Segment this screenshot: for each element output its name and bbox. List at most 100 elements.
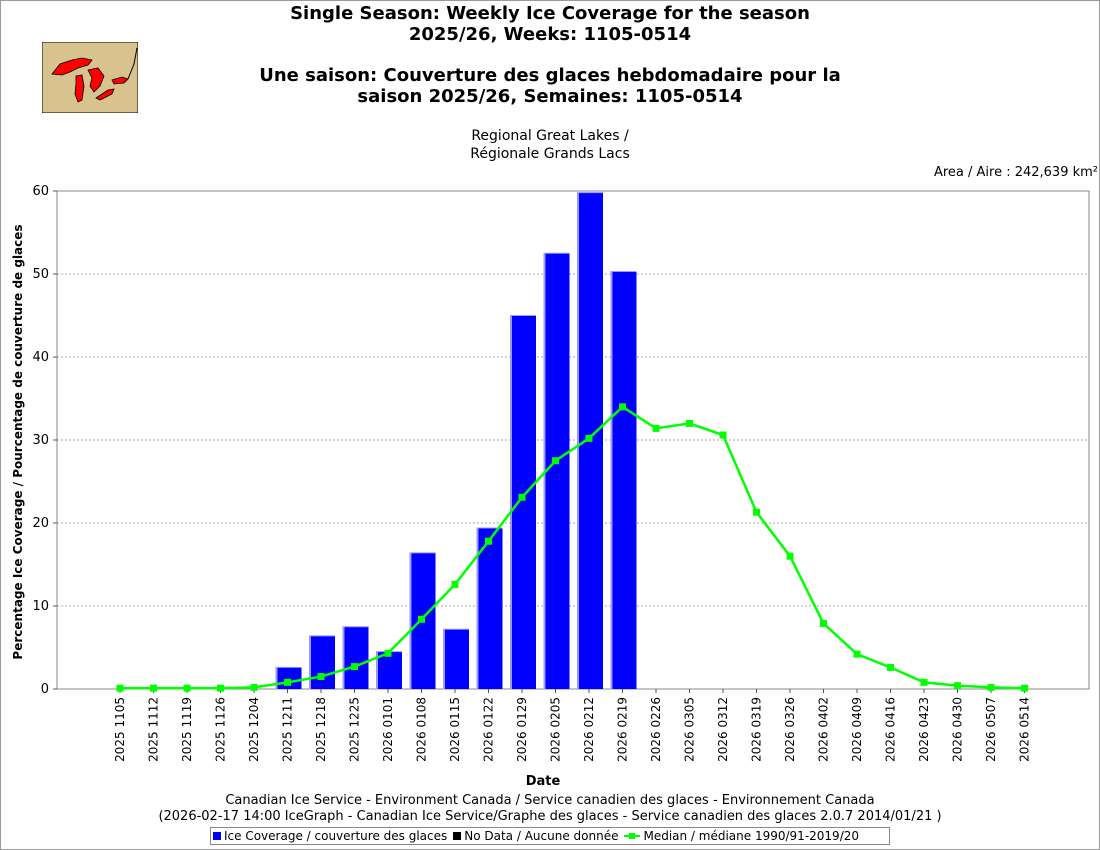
median-line — [120, 405, 1025, 690]
legend-label-ice: Ice Coverage / couverture des glaces — [224, 829, 448, 843]
median-point — [451, 580, 459, 588]
median-point — [116, 684, 124, 692]
ice-bar — [443, 629, 469, 689]
x-tick-label: 2026 0312 — [716, 697, 730, 762]
x-tick-label: 2026 0409 — [850, 697, 864, 762]
x-tick-label: 2026 0122 — [482, 697, 496, 762]
ice-bar — [309, 635, 335, 689]
median-point — [150, 684, 157, 692]
x-tick-label: 2025 1225 — [348, 697, 362, 762]
median-point — [217, 684, 224, 692]
median-point — [250, 683, 258, 691]
legend-item-nodata: No Data / Aucune donnée — [453, 829, 618, 843]
legend-label-nodata: No Data / Aucune donnée — [464, 829, 619, 843]
x-tick-label: 2025 1218 — [314, 697, 328, 762]
y-tick-label: 40 — [32, 350, 49, 365]
x-tick-label: 2025 1204 — [247, 697, 261, 762]
x-tick-label: 2026 0305 — [683, 697, 697, 762]
y-tick-label: 60 — [32, 184, 49, 199]
median-point — [820, 619, 827, 627]
ice-bar — [376, 651, 402, 689]
ice-bar-highlight — [309, 635, 311, 689]
median-point — [652, 424, 660, 432]
median-point — [351, 663, 358, 671]
ice-bar-highlight — [577, 192, 579, 689]
x-tick-label: 2025 1126 — [214, 697, 228, 762]
x-tick-label: 2025 1119 — [180, 697, 194, 762]
region-line1: Regional Great Lakes / — [471, 128, 629, 144]
median-point — [384, 649, 392, 657]
median-point — [954, 682, 961, 690]
x-tick-label: 2026 0212 — [582, 697, 596, 762]
x-tick-label: 2025 1211 — [281, 697, 295, 762]
x-tick-label: 2026 0129 — [515, 697, 529, 762]
median-point — [317, 673, 325, 681]
x-tick-label: 2026 0115 — [448, 697, 462, 762]
ice-bar-highlight — [610, 271, 613, 689]
median-point — [485, 537, 492, 545]
median-point — [552, 457, 559, 465]
median-point — [585, 434, 593, 442]
x-tick-label: 2026 0226 — [649, 697, 663, 762]
x-tick-label: 2026 0108 — [415, 697, 429, 762]
x-tick-label: 2026 0326 — [783, 697, 797, 762]
ice-bar-highlight — [342, 626, 345, 689]
region-line2: Régionale Grands Lacs — [470, 146, 630, 162]
median-point — [183, 684, 191, 692]
median-point — [786, 552, 794, 560]
median-point — [418, 615, 425, 623]
credit-line1: Canadian Ice Service - Environment Canad… — [225, 793, 875, 808]
median-point — [753, 508, 760, 516]
legend-item-ice: Ice Coverage / couverture des glaces — [213, 829, 447, 843]
legend-swatch-ice — [213, 832, 221, 840]
x-tick-label: 2026 0430 — [951, 697, 965, 762]
legend-swatch-nodata — [453, 832, 462, 840]
x-tick-label: 2026 0507 — [984, 697, 998, 762]
ice-bar — [510, 315, 536, 689]
y-axis-title: Percentage Ice Coverage / Pourcentage de… — [11, 224, 25, 659]
title-en-line1: Single Season: Weekly Ice Coverage for t… — [290, 3, 810, 24]
legend-label-median: Median / médiane 1990/91-2019/20 — [643, 829, 859, 843]
median-point — [887, 663, 894, 671]
credit-line2: (2026-02-17 14:00 IceGraph - Canadian Ic… — [158, 809, 942, 824]
y-tick-label: 50 — [32, 267, 49, 282]
x-tick-label: 2025 1105 — [113, 697, 127, 762]
x-axis-title: Date — [526, 774, 561, 789]
area-label: Area / Aire : 242,639 km² — [933, 165, 1098, 180]
median-point — [686, 419, 693, 427]
ice-bar-highlight — [409, 552, 412, 689]
ice-bar — [342, 626, 369, 689]
legend-item-median: Median / médiane 1990/91-2019/20 — [624, 829, 859, 843]
median-point — [518, 493, 526, 501]
title-en-line2: 2025/26, Weeks: 1105-0514 — [408, 24, 692, 45]
median-point — [987, 683, 995, 691]
x-tick-label: 2026 0319 — [750, 697, 764, 762]
y-tick-label: 10 — [32, 599, 49, 614]
median-point — [853, 650, 861, 658]
ice-bar — [543, 253, 570, 689]
median-point — [920, 678, 928, 686]
x-tick-label: 2026 0219 — [616, 697, 630, 762]
median-point — [619, 403, 626, 411]
ice-bar-highlight — [275, 667, 278, 689]
great-lakes-map-logo — [41, 41, 139, 117]
ice-bar-highlight — [376, 651, 378, 689]
x-tick-label: 2026 0205 — [549, 697, 563, 762]
legend-swatch-median — [624, 832, 641, 840]
ice-bar — [476, 527, 503, 689]
legend: Ice Coverage / couverture des glaces No … — [210, 827, 890, 845]
ice-bar-highlight — [510, 315, 512, 689]
x-tick-label: 2025 1112 — [147, 697, 161, 762]
y-tick-label: 20 — [32, 516, 49, 531]
x-tick-label: 2026 0402 — [817, 697, 831, 762]
y-tick-label: 0 — [41, 682, 49, 697]
ice-coverage-chart: 0 10 20 30 40 50 60 2025 1105 2025 1112 2025 1119… — [11, 184, 1090, 789]
x-tick-label: 2026 0101 — [381, 697, 395, 762]
ice-bar-highlight — [443, 629, 445, 689]
median-point — [1021, 684, 1028, 692]
x-tick-label: 2026 0423 — [917, 697, 931, 762]
title-fr-line2: saison 2025/26, Semaines: 1105-0514 — [357, 86, 743, 107]
median-point — [719, 431, 727, 439]
y-tick-label: 30 — [32, 433, 49, 448]
title-fr-line1: Une saison: Couverture des glaces hebdom… — [259, 65, 841, 86]
